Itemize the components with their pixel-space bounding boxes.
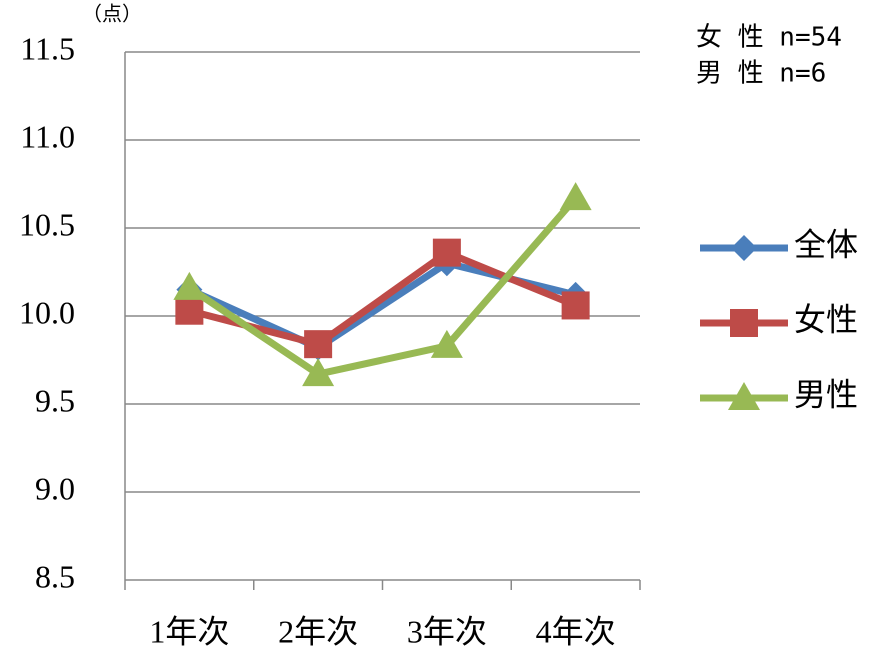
marker [304,330,333,359]
annotation: 女 性 n=54 [696,23,842,53]
marker [559,182,592,211]
annotation: 男 性 n=6 [696,59,826,89]
marker [731,235,757,261]
marker [430,329,463,358]
x-tick-label: 2年次 [278,613,358,649]
y-tick-label: 11.0 [20,118,75,154]
marker [728,382,760,410]
y-tick-label: 9.0 [35,470,75,506]
legend-label: 男性 [794,376,858,412]
marker [432,238,461,267]
marker [173,271,206,300]
y-tick-label: 10.5 [19,206,75,242]
unit-label: （点） [82,3,142,26]
y-tick-label: 8.5 [35,558,75,594]
marker [175,296,204,325]
marker [730,309,758,337]
x-tick-label: 3年次 [407,613,487,649]
y-tick-label: 9.5 [35,382,75,418]
series-line [187,195,579,378]
y-tick-label: 10.0 [19,294,75,330]
series-line [187,259,577,352]
marker [561,291,590,320]
legend-label: 全体 [794,226,858,262]
x-tick-label: 4年次 [536,613,616,649]
marker [302,358,335,387]
legend-label: 女性 [794,301,858,337]
y-tick-label: 11.5 [20,30,75,66]
x-tick-label: 1年次 [149,613,229,649]
